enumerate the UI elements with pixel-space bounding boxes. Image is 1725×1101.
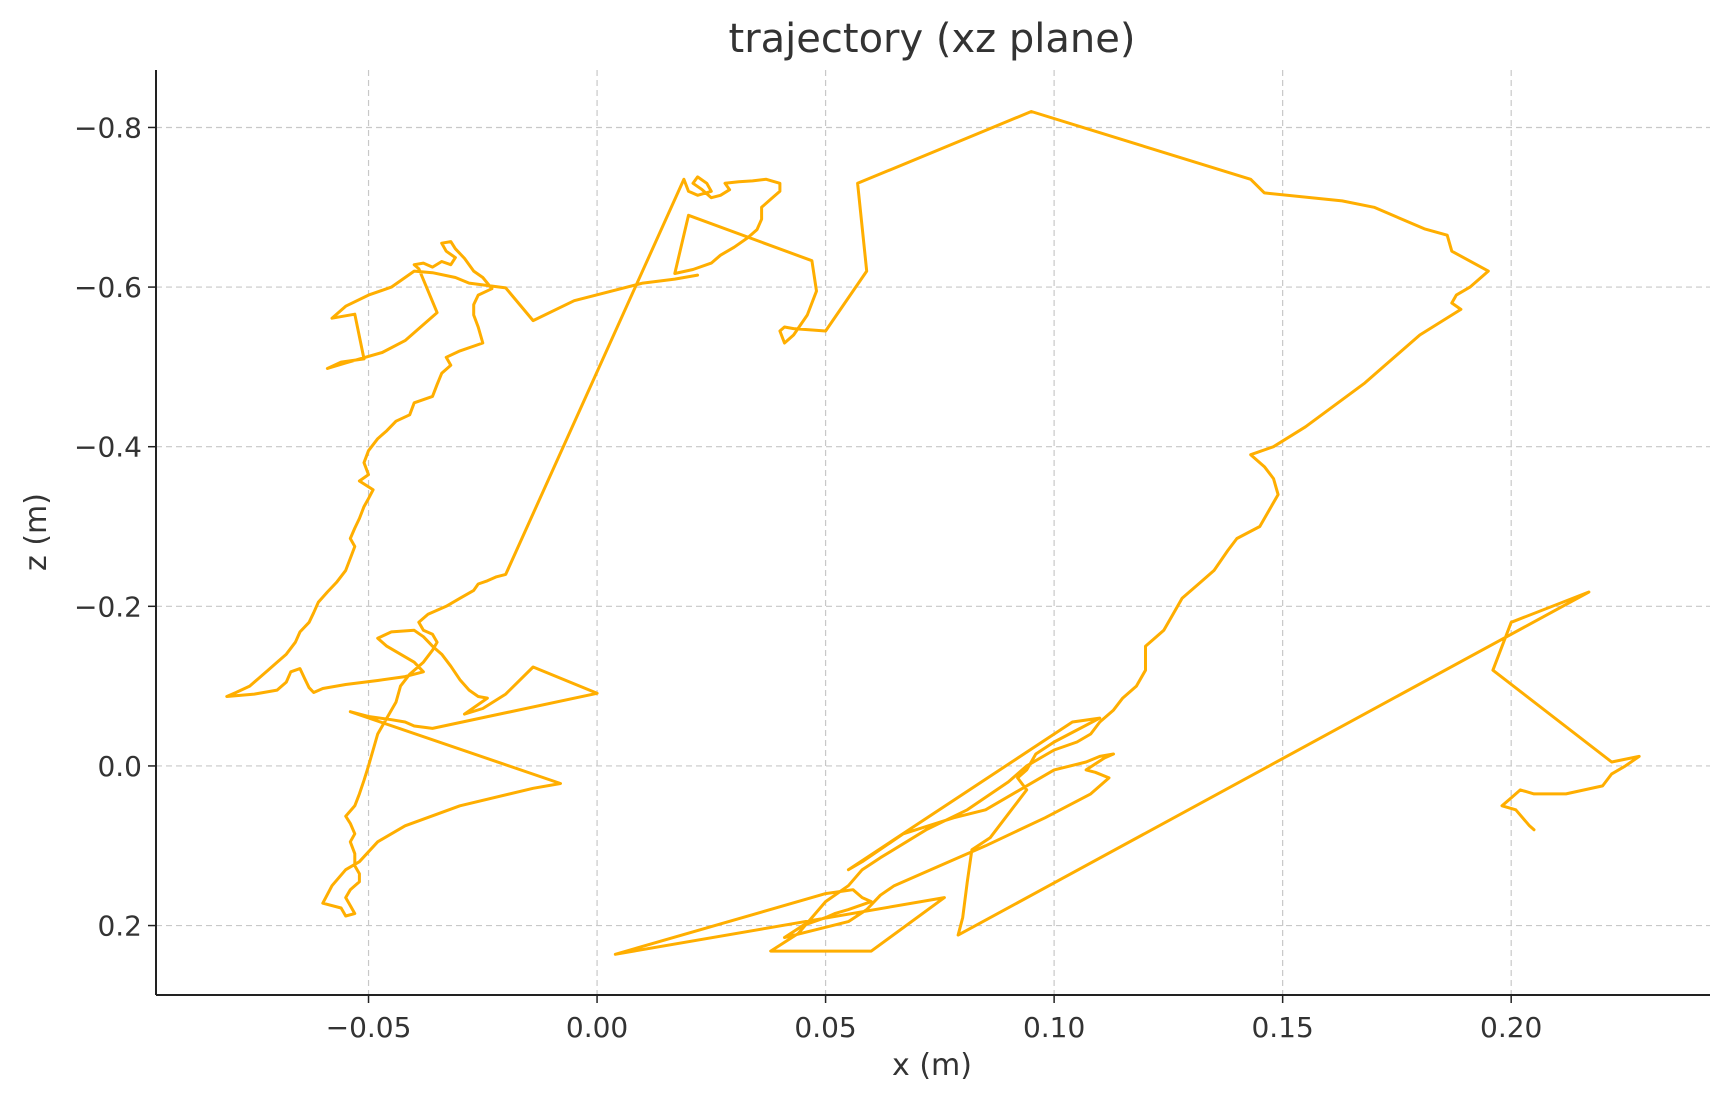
y-axis-label: z (m) (19, 493, 54, 571)
chart-title: trajectory (xz plane) (729, 16, 1136, 62)
y-tick-label: 0.0 (97, 750, 142, 783)
x-axis-ticks: −0.05 0.00 0.05 0.10 0.15 0.20 (326, 995, 1542, 1044)
trajectory-line (225, 110, 1641, 956)
y-tick-label: −0.6 (74, 271, 142, 304)
y-tick-label: 0.2 (97, 910, 142, 943)
x-tick-label: 0.20 (1480, 1011, 1542, 1044)
x-tick-label: 0.00 (566, 1011, 628, 1044)
x-axis-label: x (m) (892, 1048, 972, 1083)
x-tick-label: 0.05 (794, 1011, 856, 1044)
y-axis-ticks: −0.8 −0.6 −0.4 −0.2 0.0 0.2 (74, 111, 156, 943)
y-tick-label: −0.4 (74, 431, 142, 464)
y-tick-label: −0.8 (74, 111, 142, 144)
x-tick-label: −0.05 (326, 1011, 412, 1044)
plot-area (225, 110, 1641, 956)
grid (156, 70, 1710, 995)
x-tick-label: 0.10 (1023, 1011, 1085, 1044)
x-tick-label: 0.15 (1251, 1011, 1313, 1044)
y-tick-label: −0.2 (74, 590, 142, 623)
